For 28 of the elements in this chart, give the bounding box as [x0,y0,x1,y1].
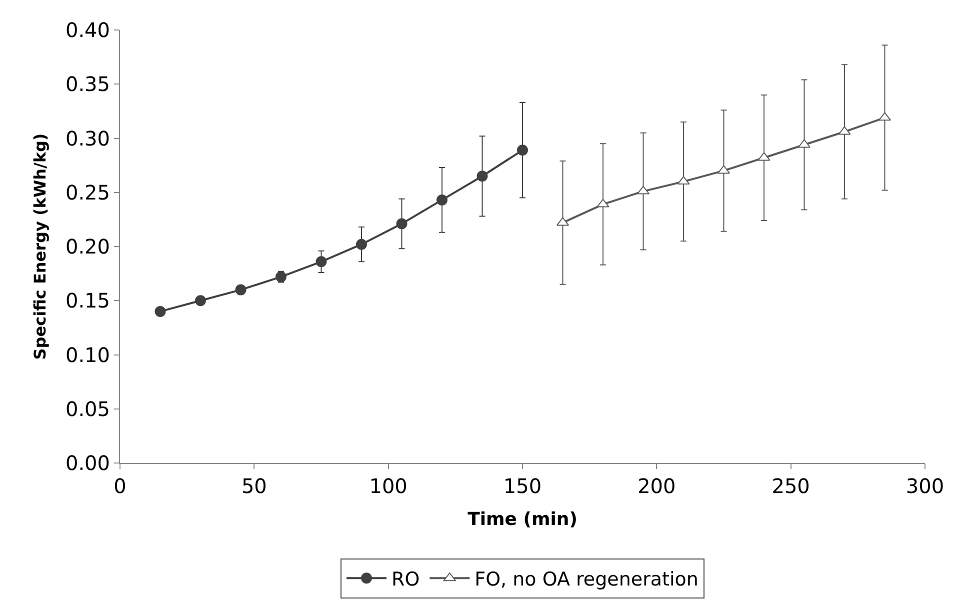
legend-label: RO [392,568,420,591]
y-tick-label: 0.35 [65,72,110,96]
point [436,194,448,206]
point [517,144,528,156]
x-tick-label: 50 [241,474,267,498]
x-tick-label: 200 [638,474,676,498]
y-tick-label: 0.05 [65,396,110,421]
y-tick-label: 0.40 [65,18,110,42]
y-tick-label: 0.10 [65,342,110,367]
legend-label: FO, no OA regeneration [474,568,698,591]
point [356,238,367,250]
y-tick-label: 0.20 [65,234,110,258]
x-tick-label: 300 [906,474,944,498]
y-tick-label: 0.30 [65,126,110,150]
point [154,306,166,317]
x-tick-label: 150 [503,474,542,498]
point [316,256,327,268]
point [476,170,488,182]
x-tick-label: 100 [369,474,408,498]
x-axis-title: Time (min) [468,509,578,530]
point [396,218,408,230]
point [195,295,206,306]
y-axis-title: Specific Energy (kWh/kg) [30,133,50,360]
y-tick-label: 0.15 [65,288,110,313]
x-tick-label: 250 [772,474,810,498]
y-tick-label: 0.00 [65,451,110,475]
x-tick-label: 0 [114,474,126,498]
y-tick-label: 0.25 [65,180,110,204]
